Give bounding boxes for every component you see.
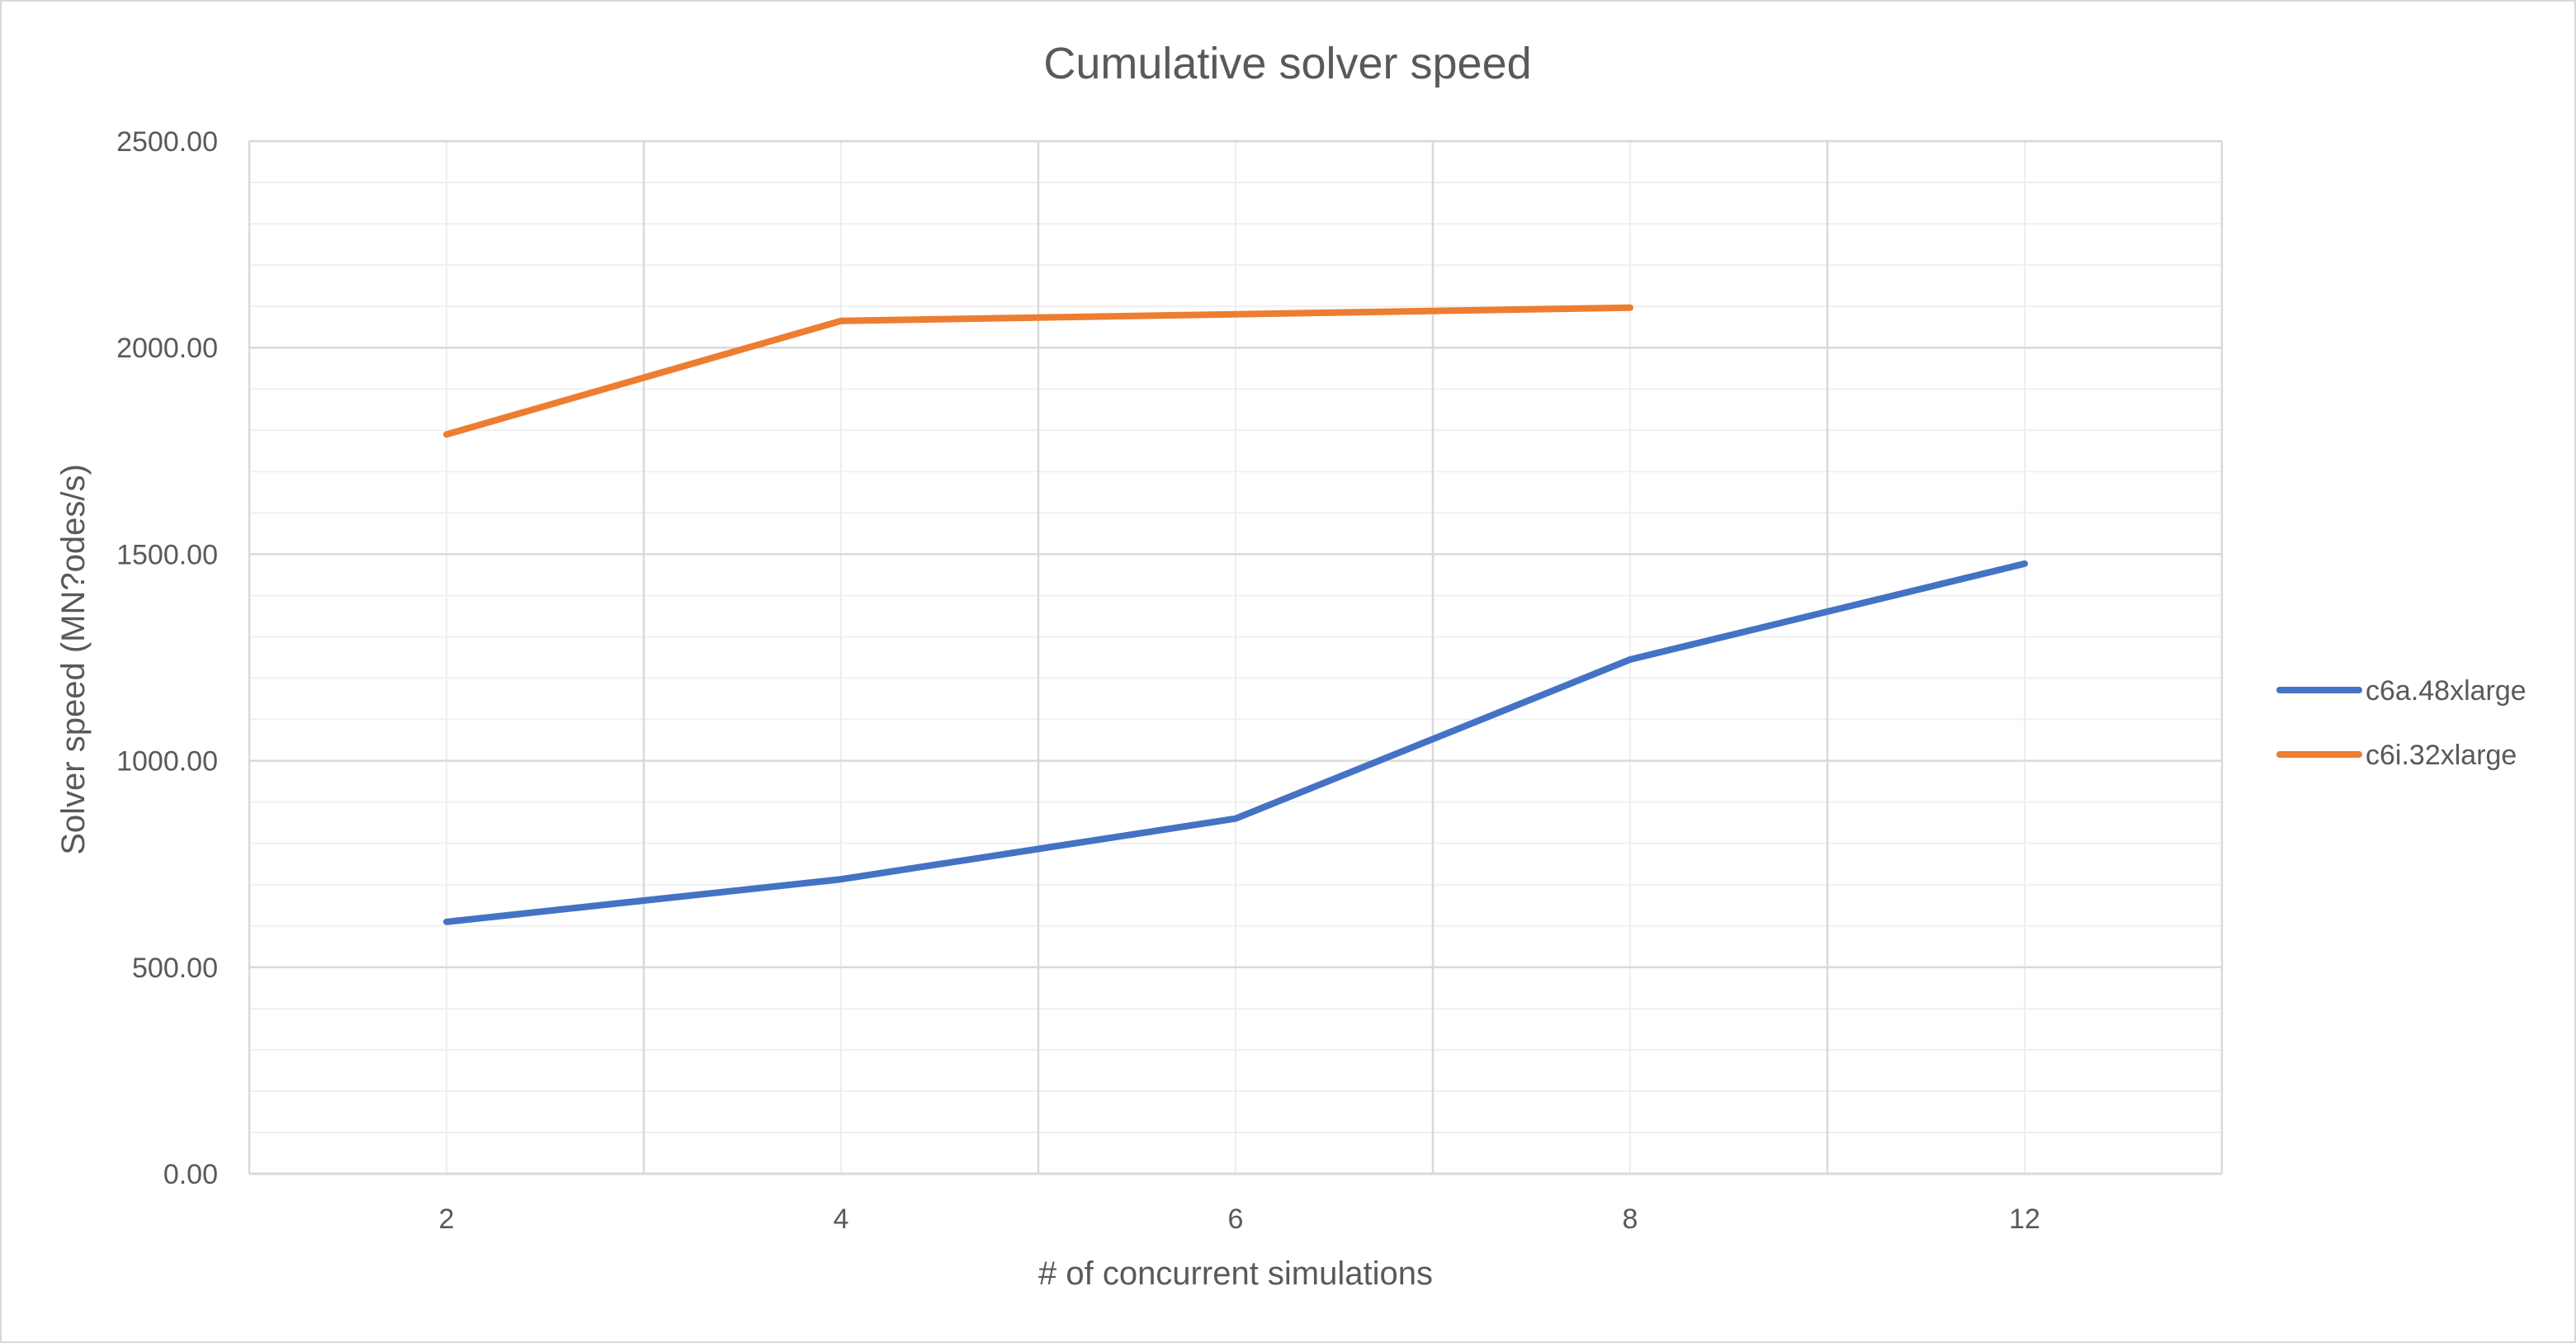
legend: c6a.48xlarge c6i.32xlarge	[2276, 675, 2526, 771]
legend-label: c6i.32xlarge	[2366, 740, 2517, 771]
x-tick-label: 8	[1623, 1203, 1638, 1235]
y-axis-title: Solver speed (MN?odes/s)	[55, 464, 92, 855]
x-tick-label: 6	[1228, 1203, 1244, 1235]
axes	[248, 140, 2224, 1175]
x-tick-labels: 2 4 6 8 12	[439, 1203, 2040, 1235]
chart-title: Cumulative solver speed	[1043, 39, 1531, 88]
minor-gridlines	[249, 141, 2222, 1174]
y-tick-label: 2500.00	[116, 126, 218, 158]
y-tick-label: 2000.00	[116, 333, 218, 364]
series-layer	[443, 304, 2028, 925]
legend-label: c6a.48xlarge	[2366, 675, 2526, 707]
y-tick-label: 1000.00	[116, 746, 218, 778]
x-tick-label: 4	[834, 1203, 849, 1235]
y-tick-labels: 0.00 500.00 1000.00 1500.00 2000.00 2500.00	[116, 126, 218, 1190]
x-tick-label: 12	[2009, 1203, 2040, 1235]
x-axis-title: # of concurrent simulations	[1038, 1256, 1433, 1292]
series-line-c6i-32xlarge	[443, 304, 1633, 438]
series-line-c6a-48xlarge	[443, 560, 2028, 925]
y-tick-label: 500.00	[132, 953, 218, 984]
x-tick-label: 2	[439, 1203, 455, 1235]
y-tick-label: 1500.00	[116, 539, 218, 570]
y-tick-label: 0.00	[163, 1159, 218, 1190]
